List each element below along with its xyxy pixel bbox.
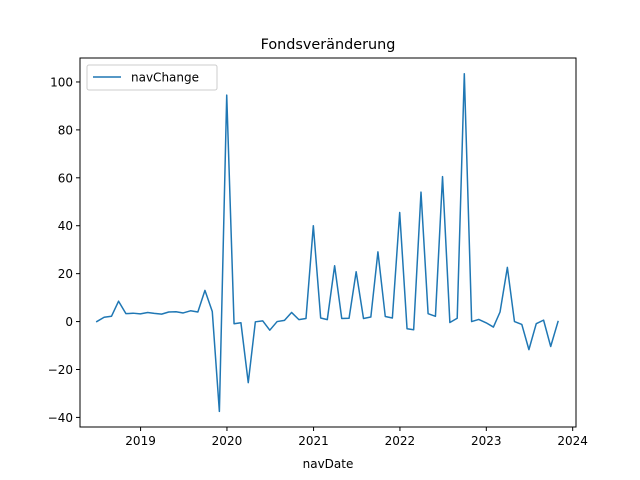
- y-tick-label: 80: [58, 123, 73, 137]
- x-axis: 2019 2020 2021 2022 2023 2024: [125, 427, 588, 448]
- x-tick-label: 2024: [557, 434, 588, 448]
- y-tick-label: 40: [58, 219, 73, 233]
- y-tick-label: 20: [58, 267, 73, 281]
- y-tick-label: −20: [48, 363, 73, 377]
- x-tick-label: 2019: [125, 434, 156, 448]
- x-axis-title: navDate: [303, 457, 354, 471]
- plot-frame: [79, 57, 577, 428]
- y-tick-label: 0: [65, 315, 73, 329]
- plot-area: [95, 73, 559, 413]
- series-line-navChange: [95, 73, 559, 413]
- x-tick-label: 2022: [385, 434, 416, 448]
- legend-box: [86, 64, 218, 91]
- chart-title: Fondsveränderung: [261, 37, 396, 53]
- y-tick-label: 100: [50, 75, 73, 89]
- y-tick-label: −40: [48, 411, 73, 425]
- y-axis: −40 −20 0 20 40 60 80 100: [48, 75, 80, 425]
- legend: navChange: [86, 64, 218, 91]
- x-tick-label: 2020: [212, 434, 243, 448]
- x-tick-label: 2023: [471, 434, 502, 448]
- legend-label: navChange: [131, 71, 199, 85]
- y-tick-label: 60: [58, 171, 73, 185]
- x-tick-label: 2021: [298, 434, 329, 448]
